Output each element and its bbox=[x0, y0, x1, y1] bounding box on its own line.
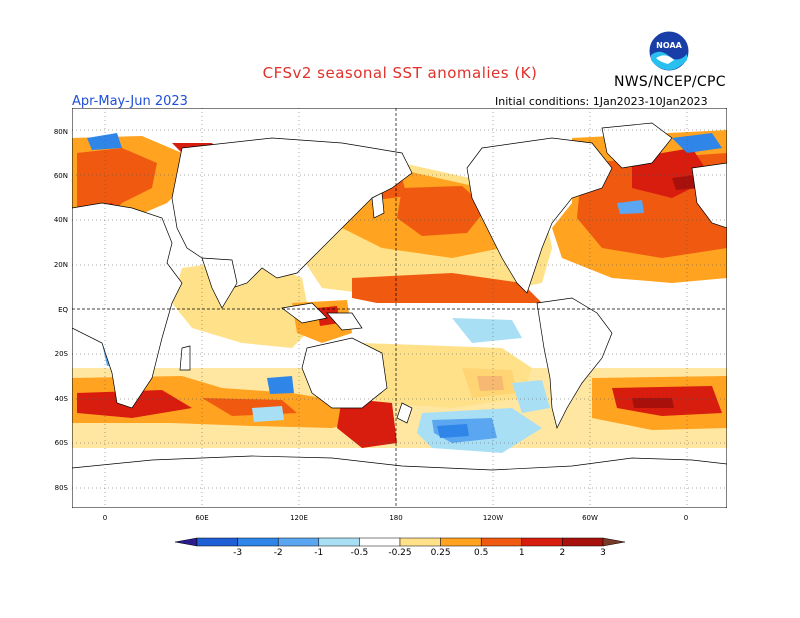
colorbar-tick-label: -1 bbox=[314, 548, 324, 558]
colorbar-segment bbox=[359, 537, 401, 547]
chart-title: CFSv2 seasonal SST anomalies (K) bbox=[262, 64, 538, 82]
agency-label: NWS/NCEP/CPC bbox=[614, 74, 726, 90]
colorbar-tick-label: -0.5 bbox=[350, 548, 369, 558]
colorbar-tick-label: 0.25 bbox=[430, 548, 451, 558]
colorbar-tick-label: 3 bbox=[600, 548, 606, 558]
lat-label-eq: EQ bbox=[58, 306, 68, 314]
indonesia-landmass bbox=[281, 302, 328, 324]
colorbar-tick-label: -0.25 bbox=[388, 548, 412, 558]
europe-east-landmass bbox=[691, 162, 727, 229]
north-america-landmass bbox=[466, 137, 613, 294]
lat-label-40n: 40N bbox=[53, 216, 68, 224]
colorbar-tick-label: -2 bbox=[273, 548, 283, 558]
colorbar-segment bbox=[521, 537, 563, 547]
season-label: Apr-May-Jun 2023 bbox=[72, 94, 188, 109]
south-america-landmass bbox=[536, 297, 613, 430]
colorbar-tick-label: -3 bbox=[233, 548, 243, 558]
lon-label-60e: 60E bbox=[195, 514, 209, 522]
lon-label-60w: 60W bbox=[582, 514, 598, 522]
lon-label-120e: 120E bbox=[290, 514, 308, 522]
antarctica-landmass bbox=[72, 455, 727, 508]
lat-label-20s: 20S bbox=[54, 350, 68, 358]
colorbar bbox=[175, 537, 625, 547]
india-landmass bbox=[201, 257, 238, 309]
eurasia-landmass bbox=[171, 137, 413, 289]
graticule bbox=[72, 108, 727, 508]
lat-label-80n: 80N bbox=[53, 128, 68, 136]
colorbar-segment bbox=[440, 537, 482, 547]
colorbar-segment bbox=[196, 537, 238, 547]
colorbar-segment bbox=[562, 537, 604, 547]
lon-label-120w: 120W bbox=[482, 514, 504, 522]
lat-label-20n: 20N bbox=[53, 261, 68, 269]
new-zealand-landmass bbox=[396, 402, 413, 424]
japan-landmass bbox=[371, 192, 385, 219]
new-guinea-landmass bbox=[326, 312, 363, 331]
reference-lines bbox=[72, 108, 727, 508]
noaa-logo-text: NOAA bbox=[656, 41, 682, 50]
lat-label-80s: 80S bbox=[54, 484, 68, 492]
land-masses bbox=[72, 122, 727, 508]
australia-landmass bbox=[301, 337, 388, 409]
lat-label-60n: 60N bbox=[53, 172, 68, 180]
noaa-logo-icon: NOAA bbox=[648, 30, 690, 72]
lat-label-60s: 60S bbox=[54, 439, 68, 447]
africa-europe-west-landmass bbox=[72, 202, 183, 409]
colorbar-tick-label: 0.5 bbox=[474, 548, 489, 558]
colorbar-segment-low-extend bbox=[175, 537, 198, 547]
lon-label-0-left: 0 bbox=[102, 514, 108, 522]
lon-label-0-right: 0 bbox=[683, 514, 689, 522]
lon-label-180: 180 bbox=[389, 514, 403, 522]
lat-label-40s: 40S bbox=[54, 395, 68, 403]
colorbar-tick-label: 2 bbox=[559, 548, 566, 558]
colorbar-segment bbox=[237, 537, 279, 547]
colorbar-tick-label: 1 bbox=[518, 548, 525, 558]
colorbar-segment-high-extend bbox=[602, 537, 625, 547]
colorbar-segment bbox=[480, 537, 523, 547]
sst-anomaly-map bbox=[72, 108, 727, 508]
madagascar-landmass bbox=[179, 345, 191, 371]
greenland-landmass bbox=[601, 122, 673, 169]
initial-conditions-label: Initial conditions: 1Jan2023-10Jan2023 bbox=[495, 95, 708, 108]
colorbar-segment bbox=[318, 537, 360, 547]
colorbar-segment bbox=[399, 537, 441, 547]
colorbar-segment bbox=[277, 537, 320, 547]
